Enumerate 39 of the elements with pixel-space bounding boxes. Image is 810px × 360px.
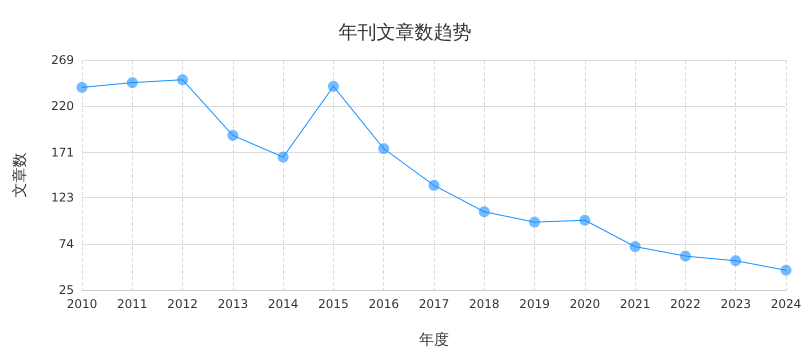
point: [680, 250, 691, 262]
x-tick-label: 2014: [268, 297, 298, 311]
point: [76, 82, 88, 93]
point: [177, 74, 188, 86]
point: [780, 264, 792, 276]
x-tick-label: 2015: [318, 297, 349, 311]
x-axis-title: 年度: [419, 330, 449, 348]
y-tick-label: 123: [51, 190, 74, 205]
point: [579, 214, 590, 226]
y-tick-label: 171: [51, 145, 74, 160]
x-tick-label: 2022: [670, 297, 701, 311]
x-tick-label: 2017: [418, 297, 450, 311]
x-tick-label: 2024: [770, 297, 802, 311]
chart-title: 年刊文章数趋势: [338, 22, 472, 44]
point: [630, 241, 641, 252]
x-tick-label: 2020: [570, 297, 600, 311]
point: [126, 77, 138, 88]
x-tick-label: 2012: [167, 297, 198, 311]
y-tick-label: 220: [51, 99, 74, 114]
x-tick-label: 2019: [519, 297, 550, 311]
y-axis-title: 文章数: [10, 152, 28, 198]
y-tick-label: 269: [51, 53, 74, 67]
x-tick-label: 2021: [620, 297, 650, 311]
point: [378, 143, 390, 154]
x-tick-label: 2016: [368, 297, 399, 311]
point: [278, 152, 289, 163]
point: [428, 180, 440, 191]
x-tick-label: 2011: [117, 297, 148, 311]
point: [730, 255, 742, 266]
point: [227, 130, 238, 141]
point: [529, 216, 540, 228]
y-tick-label: 74: [58, 236, 74, 251]
x-tick-label: 2013: [218, 297, 248, 311]
point: [478, 206, 490, 218]
y-tick-label: 25: [58, 283, 74, 297]
x-tick-label: 2010: [66, 297, 98, 311]
x-tick-label: 2018: [469, 297, 500, 311]
x-tick-label: 2023: [720, 297, 751, 311]
point: [328, 80, 339, 92]
